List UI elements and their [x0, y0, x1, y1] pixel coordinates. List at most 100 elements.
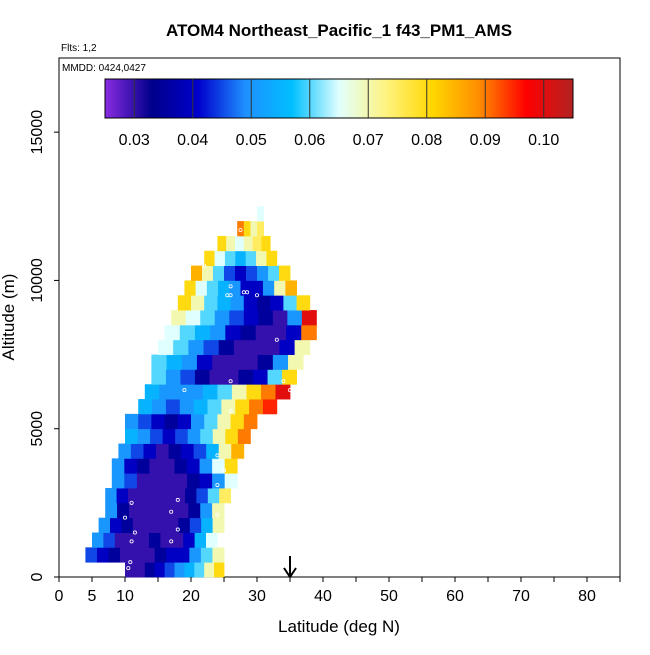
- heatmap-cell: [188, 339, 204, 355]
- heatmap-cell: [245, 250, 257, 266]
- heatmap-cell: [128, 502, 142, 519]
- heatmap-cell: [174, 473, 188, 489]
- sample-point: [215, 453, 220, 458]
- heatmap-cell: [161, 473, 175, 489]
- heatmap-cell: [125, 562, 136, 578]
- sample-point: [182, 388, 187, 393]
- x-tick-label: 80: [578, 588, 596, 605]
- y-tick-label: 0: [29, 572, 46, 581]
- heatmap-cell: [243, 413, 258, 430]
- heatmap-cell: [288, 354, 304, 370]
- heatmap-cell: [260, 384, 276, 400]
- heatmap-cell: [149, 532, 161, 548]
- heatmap-cell: [179, 324, 196, 341]
- heatmap-cell: [264, 339, 280, 355]
- heatmap-cell: [162, 488, 174, 504]
- heatmap-cell: [136, 458, 150, 474]
- colorbar-gradient: [104, 78, 574, 119]
- heatmap-cell: [184, 562, 195, 578]
- heatmap-cell: [257, 206, 264, 222]
- heatmap-cell: [173, 488, 186, 504]
- heatmap-cell: [224, 250, 236, 266]
- heatmap-cell: [240, 280, 253, 296]
- heatmap-cell: [262, 280, 275, 296]
- heatmap-cell: [224, 369, 239, 385]
- heatmap-cell: [108, 547, 121, 563]
- heatmap-cell: [217, 235, 227, 252]
- heatmap-cell: [221, 399, 236, 415]
- flights-label: Flts: 1,2: [61, 43, 97, 54]
- heatmap-cell: [144, 517, 156, 533]
- colorbar-ticks: 0.03 0.04 0.05 0.06 0.07 0.08 0.09 0.10: [119, 79, 559, 149]
- sample-point: [228, 379, 233, 384]
- heatmap-cell: [143, 443, 157, 459]
- heatmap-cell: [125, 428, 138, 444]
- heatmap-cell: [212, 502, 225, 519]
- heatmap-cell: [167, 517, 179, 533]
- heatmap-cell: [243, 235, 253, 252]
- colorbar-tick-label: 0.09: [470, 132, 501, 149]
- heatmap-cell: [134, 562, 146, 578]
- heatmap-cell: [181, 354, 198, 370]
- heatmap-cell: [149, 458, 163, 474]
- heatmap-cell: [204, 413, 218, 430]
- heatmap-cell: [191, 413, 205, 430]
- heatmap-cell: [151, 354, 167, 370]
- heatmap-cell: [217, 384, 233, 400]
- heatmap-cell: [98, 517, 111, 533]
- heatmap-cell: [224, 265, 236, 281]
- sample-point: [245, 290, 250, 295]
- heatmap-cell: [207, 488, 220, 504]
- heatmap-cell: [175, 428, 189, 444]
- heatmap-cell: [188, 502, 201, 519]
- heatmap-cell: [249, 339, 265, 355]
- heatmap-cells: [85, 206, 317, 578]
- heatmap-cell: [150, 428, 164, 444]
- x-tick-label: 20: [182, 588, 200, 605]
- sample-point: [129, 500, 134, 505]
- heatmap-cell: [261, 235, 271, 252]
- heatmap-cell: [166, 547, 179, 563]
- heatmap-cell: [154, 562, 165, 578]
- heatmap-cell: [195, 280, 208, 296]
- heatmap-cell: [191, 295, 205, 311]
- sample-point: [287, 388, 292, 393]
- heatmap-cell: [140, 502, 154, 519]
- heatmap-cell: [246, 265, 258, 281]
- heatmap-cell: [111, 458, 125, 474]
- sample-point: [238, 228, 243, 233]
- heatmap-cell: [171, 532, 184, 548]
- heatmap-cell: [162, 428, 176, 444]
- sample-point: [132, 530, 137, 535]
- heatmap-cell: [246, 384, 262, 400]
- heatmap-cell: [177, 547, 190, 563]
- heatmap-cell: [117, 502, 130, 519]
- heatmap-cell: [225, 324, 241, 341]
- y-tick-label: 10000: [29, 258, 46, 303]
- heatmap-cell: [256, 250, 267, 266]
- heatmap-cell: [158, 339, 174, 355]
- heatmap-cell: [231, 384, 247, 400]
- heatmap-cell: [176, 502, 189, 519]
- heatmap-cell: [235, 250, 247, 266]
- heatmap-cell: [204, 295, 218, 311]
- x-tick-label: 5: [88, 588, 97, 605]
- heatmap-cell: [185, 488, 197, 504]
- heatmap-cell: [209, 369, 225, 385]
- heatmap-cell: [212, 517, 225, 533]
- heatmap-cell: [202, 265, 214, 281]
- heatmap-cell: [250, 221, 258, 237]
- heatmap-cell: [193, 399, 208, 415]
- heatmap-cell: [275, 384, 291, 400]
- heatmap-cell: [138, 413, 152, 430]
- heatmap-cell: [125, 413, 139, 430]
- heatmap-cell: [196, 354, 213, 370]
- heatmap-cell: [137, 532, 150, 548]
- heatmap-cell: [229, 280, 241, 296]
- sample-point: [175, 527, 180, 532]
- heatmap-cell: [206, 532, 218, 548]
- heatmap-cell: [218, 280, 230, 296]
- heatmap-cell: [274, 280, 286, 296]
- heatmap-cell: [200, 428, 214, 444]
